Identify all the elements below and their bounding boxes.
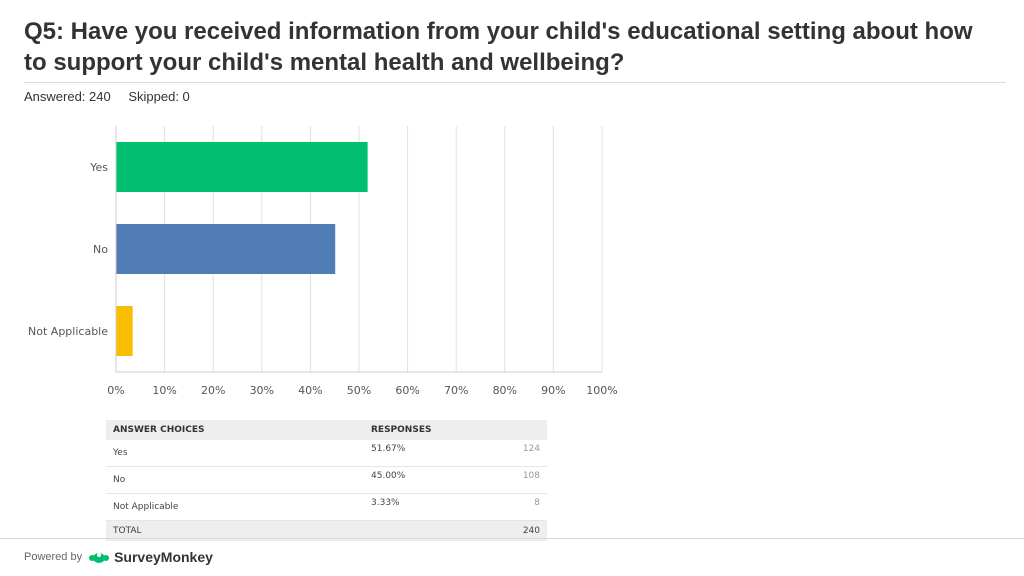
bar-no [116,224,336,274]
category-label: Yes [89,161,108,174]
x-tick-label: 0% [107,384,124,397]
total-row: TOTAL 240 [106,520,547,541]
bar-chart: 0% 10% 20% 30% 40% 50% 60% 70% 80% 90% 100% Yes No No… [28,126,618,397]
x-tick-label: 20% [201,384,225,397]
x-tick-label: 30% [250,384,274,397]
bar-yes [116,142,368,192]
total-count: 240 [475,520,547,541]
category-label: Not Applicable [28,325,108,338]
bar-not-applicable [116,306,133,356]
choice-label: Yes [106,440,364,467]
footer: Powered by SurveyMonkey [24,549,213,565]
x-tick-label: 10% [152,384,176,397]
brand-name: SurveyMonkey [114,549,213,565]
response-summary: Answered: 240 Skipped: 0 [24,89,204,104]
x-tick-label: 50% [347,384,371,397]
category-label: No [93,243,108,256]
choice-percent: 45.00% [364,466,476,494]
x-tick-label: 60% [395,384,419,397]
x-tick-label: 100% [586,384,617,397]
header-answer-choices: ANSWER CHOICES [106,420,364,440]
choice-label: No [106,466,364,494]
choice-label: Not Applicable [106,493,364,521]
choice-percent: 3.33% [364,493,476,521]
surveymonkey-logo: SurveyMonkey [88,549,213,565]
header-responses: RESPONSES [364,420,547,440]
choice-count: 8 [475,493,547,521]
question-title: Q5: Have you received information from y… [24,18,973,76]
choice-percent: 51.67% [364,440,476,467]
total-label: TOTAL [106,520,364,541]
choice-count: 124 [475,440,547,467]
surveymonkey-icon [89,553,110,563]
responses-table: ANSWER CHOICES RESPONSES Yes 51.67% 124 … [106,420,547,541]
title-divider [24,82,1006,83]
table-row: Yes 51.67% 124 [106,440,547,467]
table-row: Not Applicable 3.33% 8 [106,493,547,521]
choice-count: 108 [475,466,547,494]
x-tick-label: 70% [444,384,468,397]
skipped-count: Skipped: 0 [128,89,190,104]
powered-by-text: Powered by [24,551,83,563]
x-tick-label: 40% [298,384,322,397]
total-spacer [364,520,476,541]
footer-divider [0,538,1024,539]
table-row: No 45.00% 108 [106,466,547,494]
x-tick-label: 80% [493,384,517,397]
table-header-row: ANSWER CHOICES RESPONSES [106,420,547,440]
x-tick-label: 90% [541,384,565,397]
answered-count: Answered: 240 [24,89,111,104]
